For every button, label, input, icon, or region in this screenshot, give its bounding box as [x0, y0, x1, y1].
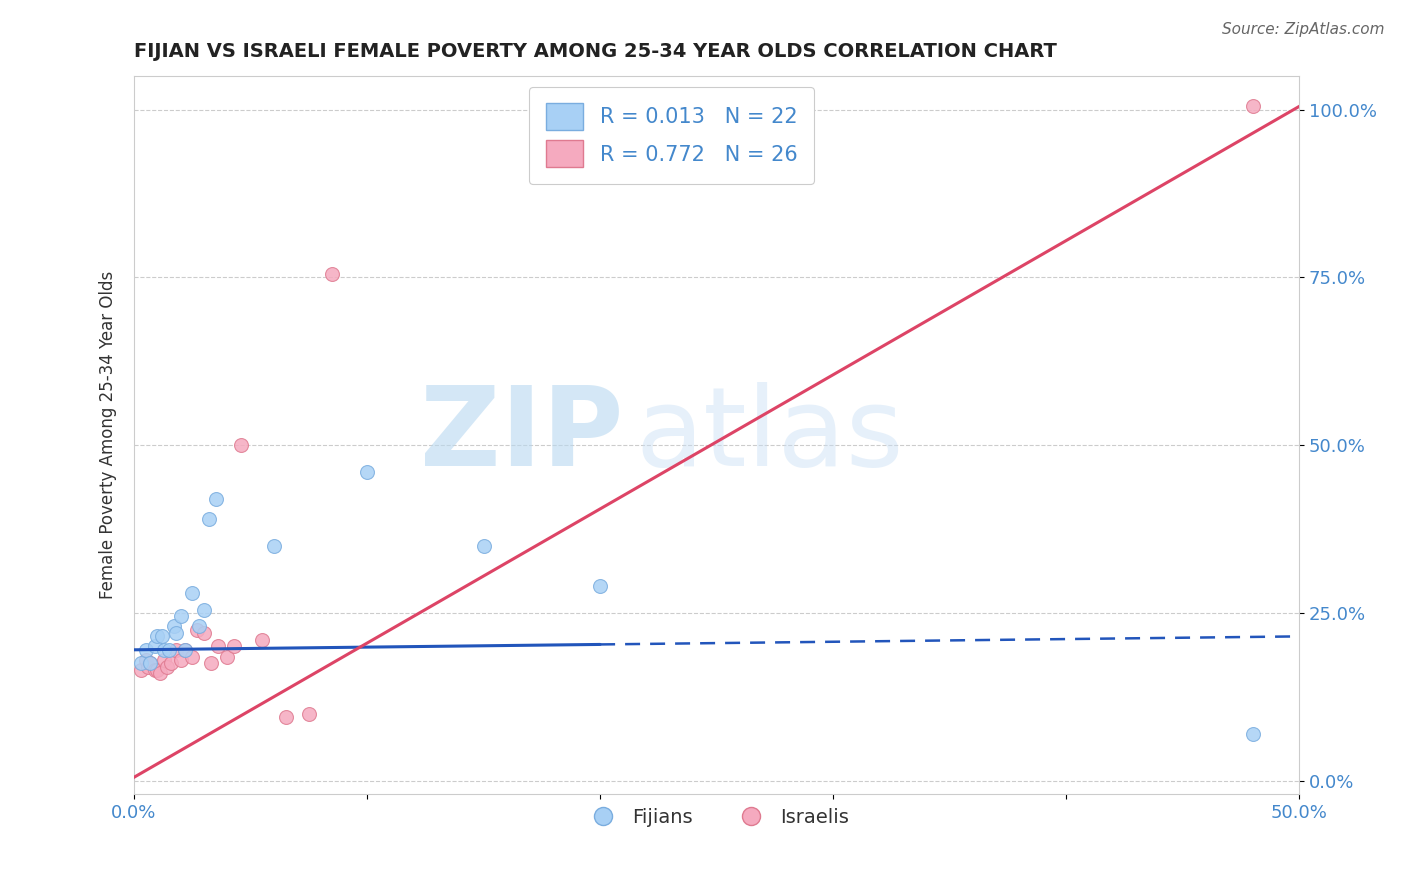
Point	[181, 649, 204, 664]
Point	[143, 663, 166, 677]
Point	[204, 491, 226, 506]
Point	[135, 642, 157, 657]
Point	[1241, 99, 1264, 113]
Point	[149, 666, 172, 681]
Point	[321, 267, 343, 281]
Point	[589, 579, 612, 593]
Point	[146, 629, 169, 643]
Point	[169, 609, 191, 624]
Point	[200, 657, 222, 671]
Point	[150, 629, 173, 643]
Point	[165, 626, 187, 640]
Point	[250, 632, 273, 647]
Text: ZIP: ZIP	[420, 382, 623, 489]
Point	[197, 512, 219, 526]
Point	[146, 663, 169, 677]
Point	[153, 653, 176, 667]
Point	[129, 663, 152, 677]
Point	[165, 642, 187, 657]
Point	[217, 649, 239, 664]
Text: Source: ZipAtlas.com: Source: ZipAtlas.com	[1222, 22, 1385, 37]
Point	[139, 657, 162, 671]
Point	[472, 539, 495, 553]
Point	[156, 659, 179, 673]
Point	[188, 619, 211, 633]
Text: atlas: atlas	[636, 382, 904, 489]
Point	[181, 586, 204, 600]
Y-axis label: Female Poverty Among 25-34 Year Olds: Female Poverty Among 25-34 Year Olds	[100, 271, 117, 599]
Point	[160, 657, 183, 671]
Point	[231, 438, 253, 452]
Point	[298, 706, 321, 721]
Point	[207, 640, 229, 654]
Point	[186, 623, 208, 637]
Point	[274, 710, 297, 724]
Point	[135, 653, 157, 667]
Text: FIJIAN VS ISRAELI FEMALE POVERTY AMONG 25-34 YEAR OLDS CORRELATION CHART: FIJIAN VS ISRAELI FEMALE POVERTY AMONG 2…	[134, 42, 1057, 61]
Point	[356, 465, 378, 479]
Point	[163, 619, 186, 633]
Point	[136, 659, 159, 673]
Point	[169, 653, 191, 667]
Point	[157, 642, 180, 657]
Point	[153, 642, 176, 657]
Point	[193, 626, 215, 640]
Point	[224, 640, 246, 654]
Point	[143, 640, 166, 654]
Point	[139, 657, 162, 671]
Legend: Fijians, Israelis: Fijians, Israelis	[576, 800, 858, 835]
Point	[129, 657, 152, 671]
Point	[193, 602, 215, 616]
Point	[263, 539, 285, 553]
Point	[1241, 726, 1264, 740]
Point	[174, 642, 197, 657]
Point	[174, 642, 197, 657]
